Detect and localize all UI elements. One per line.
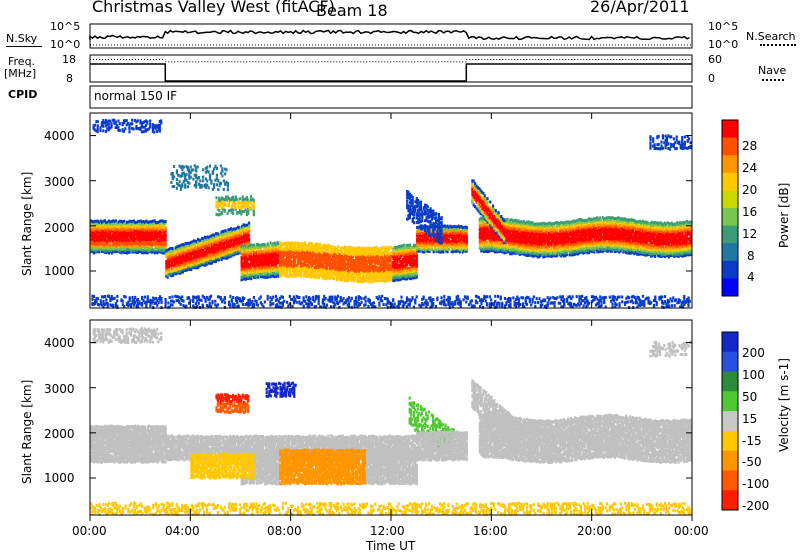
- power-cell: [506, 218, 508, 221]
- power-cell: [311, 242, 313, 245]
- power-cell: [248, 234, 250, 237]
- power-cell: [448, 248, 450, 251]
- power-cell: [227, 251, 229, 254]
- power-cell: [248, 225, 250, 228]
- power-cell: [416, 262, 418, 265]
- power-cell: [165, 226, 167, 229]
- power-cell: [319, 243, 321, 246]
- power-cell: [304, 242, 306, 245]
- power-cell: [225, 229, 227, 232]
- power-cell: [337, 245, 339, 248]
- power-cell: [466, 235, 468, 238]
- power-cell: [248, 222, 250, 225]
- power-cell: [416, 272, 418, 275]
- power-cell: [242, 244, 244, 247]
- power-cell: [333, 277, 335, 280]
- power-cell: [165, 220, 167, 223]
- power-cell: [248, 237, 250, 240]
- power-cell: [486, 241, 488, 244]
- power-cell: [466, 240, 468, 243]
- power-cell: [442, 250, 444, 253]
- power-cell: [416, 268, 418, 271]
- power-cell: [165, 233, 167, 236]
- power-cell: [466, 226, 468, 229]
